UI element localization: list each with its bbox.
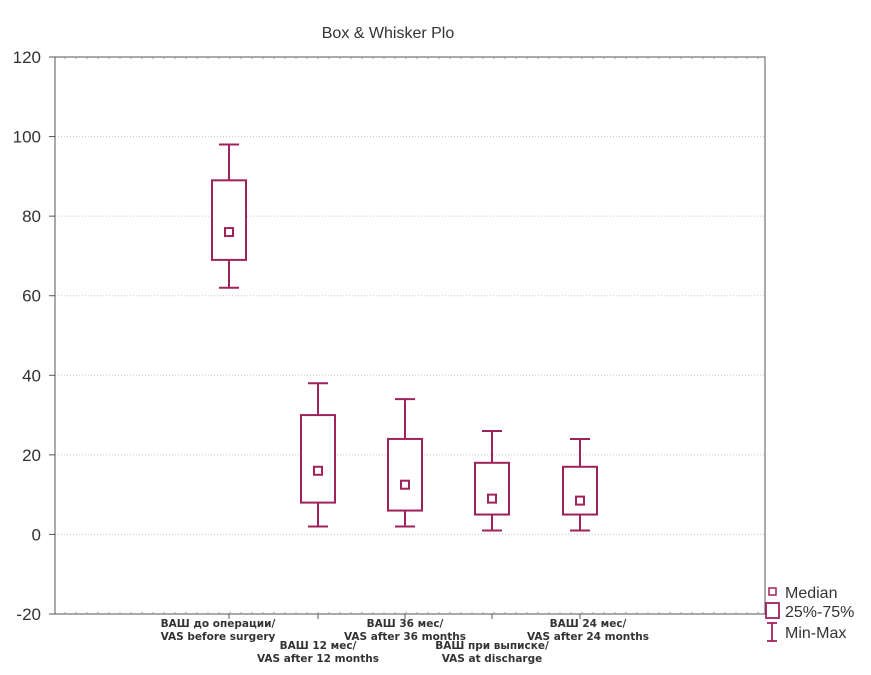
legend-median-icon <box>768 587 777 596</box>
x-category-label: ВАШ при выписке/ <box>435 640 549 652</box>
legend: Median 25%-75% Min-Max <box>765 585 854 642</box>
median-marker <box>224 227 234 238</box>
legend-item: Min-Max <box>767 622 846 642</box>
box-group <box>300 382 336 528</box>
legend-item: 25%-75% <box>765 602 854 621</box>
iqr-box <box>211 179 247 261</box>
iqr-box <box>474 461 510 516</box>
iqr-box <box>300 414 336 504</box>
y-tick-label: 0 <box>32 525 41 544</box>
median-marker <box>575 495 585 506</box>
median-marker <box>313 465 323 476</box>
x-category-label: ВАШ 12 мес/ <box>280 640 357 652</box>
y-axis: -20 0 20 40 60 80 100 120 <box>13 48 759 624</box>
legend-label: Median <box>785 585 837 602</box>
box-group <box>562 437 598 532</box>
y-tick-label: 80 <box>22 207 41 226</box>
x-category-label: ВАШ 24 мес/ <box>550 618 627 630</box>
legend-label: Min-Max <box>785 625 846 642</box>
x-category-label: ВАШ 36 мес/ <box>367 618 444 630</box>
box-group <box>211 143 247 289</box>
iqr-box <box>387 437 423 512</box>
median-marker <box>487 493 497 504</box>
box-group <box>387 398 423 528</box>
x-axis: ВАШ до операции/VAS before surgery ВАШ 12… <box>161 614 649 665</box>
x-category-label: ВАШ до операции/ <box>161 618 276 630</box>
y-tick-label: 20 <box>22 446 41 465</box>
iqr-box <box>562 465 598 516</box>
legend-item: Median <box>768 585 837 602</box>
y-tick-label: 40 <box>22 366 41 385</box>
x-category-label: VAS after 36 months <box>344 631 466 643</box>
x-category-label: VAS at discharge <box>442 653 542 665</box>
y-tick-label: 120 <box>13 48 41 67</box>
x-category-label: VAS after 24 months <box>527 631 649 643</box>
y-tick-label: 100 <box>13 128 41 147</box>
legend-box-icon <box>765 602 780 619</box>
boxes <box>211 143 598 532</box>
box-group <box>474 429 510 532</box>
legend-label: 25%-75% <box>785 604 854 621</box>
plot-area-frame <box>54 56 766 615</box>
median-marker <box>400 479 410 490</box>
chart-title: Box & Whisker Plo <box>322 25 455 42</box>
y-tick-label: 60 <box>22 287 41 306</box>
x-category-label: VAS after 12 months <box>257 653 379 665</box>
x-category-label: VAS before surgery <box>161 631 276 643</box>
y-tick-label: -20 <box>16 605 41 624</box>
gridlines <box>55 136 765 535</box>
